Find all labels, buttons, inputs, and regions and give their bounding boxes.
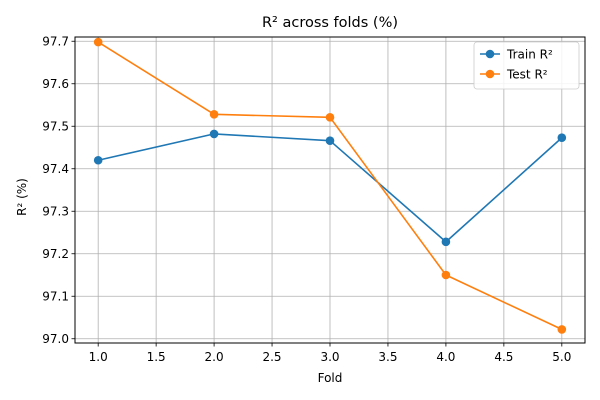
data-point — [441, 270, 451, 280]
legend-label: Train R² — [506, 47, 553, 61]
data-point — [93, 155, 103, 165]
data-point — [557, 325, 567, 334]
x-tick-label: 1.5 — [147, 350, 166, 364]
x-axis-ticks: 1.0 1.5 2.0 2.5 3.0 3.5 4.0 4.5 5.0 — [89, 343, 571, 364]
data-point — [93, 37, 103, 47]
x-tick-label: 3.0 — [320, 350, 339, 364]
y-tick-label: 97.1 — [42, 290, 69, 304]
series-2 — [93, 37, 567, 334]
data-point — [441, 237, 451, 247]
series-layer — [93, 37, 567, 334]
x-tick-label: 4.0 — [436, 350, 455, 364]
y-tick-label: 97.2 — [42, 247, 69, 261]
y-tick-label: 97.6 — [42, 77, 69, 91]
legend-box — [473, 41, 580, 90]
y-tick-label: 97.3 — [42, 205, 69, 219]
data-point — [325, 113, 335, 122]
y-tick-label: 97.7 — [42, 35, 69, 49]
x-tick-label: 5.0 — [552, 350, 571, 364]
x-tick-label: 4.5 — [494, 350, 513, 364]
y-axis-label: R² (%) — [15, 178, 29, 216]
y-axis-ticks: 97.0 97.1 97.2 97.3 97.4 97.5 97.6 97.7 — [42, 35, 75, 346]
y-tick-label: 97.4 — [42, 162, 69, 176]
data-point — [209, 129, 219, 139]
x-tick-label: 2.0 — [205, 350, 224, 364]
legend-swatch-marker — [485, 69, 495, 79]
x-axis-label: Fold — [318, 371, 343, 385]
data-point — [325, 136, 335, 145]
chart-title: R² across folds (%) — [262, 15, 398, 31]
legend: Train R² Test R² — [473, 41, 580, 90]
data-point — [557, 133, 567, 143]
legend-swatch-marker — [485, 49, 495, 59]
y-tick-label: 97.5 — [42, 120, 69, 134]
data-point — [209, 110, 219, 119]
x-tick-label: 2.5 — [262, 350, 281, 364]
grid-lines — [75, 37, 585, 343]
series-1 — [93, 129, 567, 247]
x-tick-label: 1.0 — [89, 350, 108, 364]
legend-label: Test R² — [506, 67, 548, 81]
x-tick-label: 3.5 — [378, 350, 397, 364]
y-tick-label: 97.0 — [42, 332, 69, 346]
